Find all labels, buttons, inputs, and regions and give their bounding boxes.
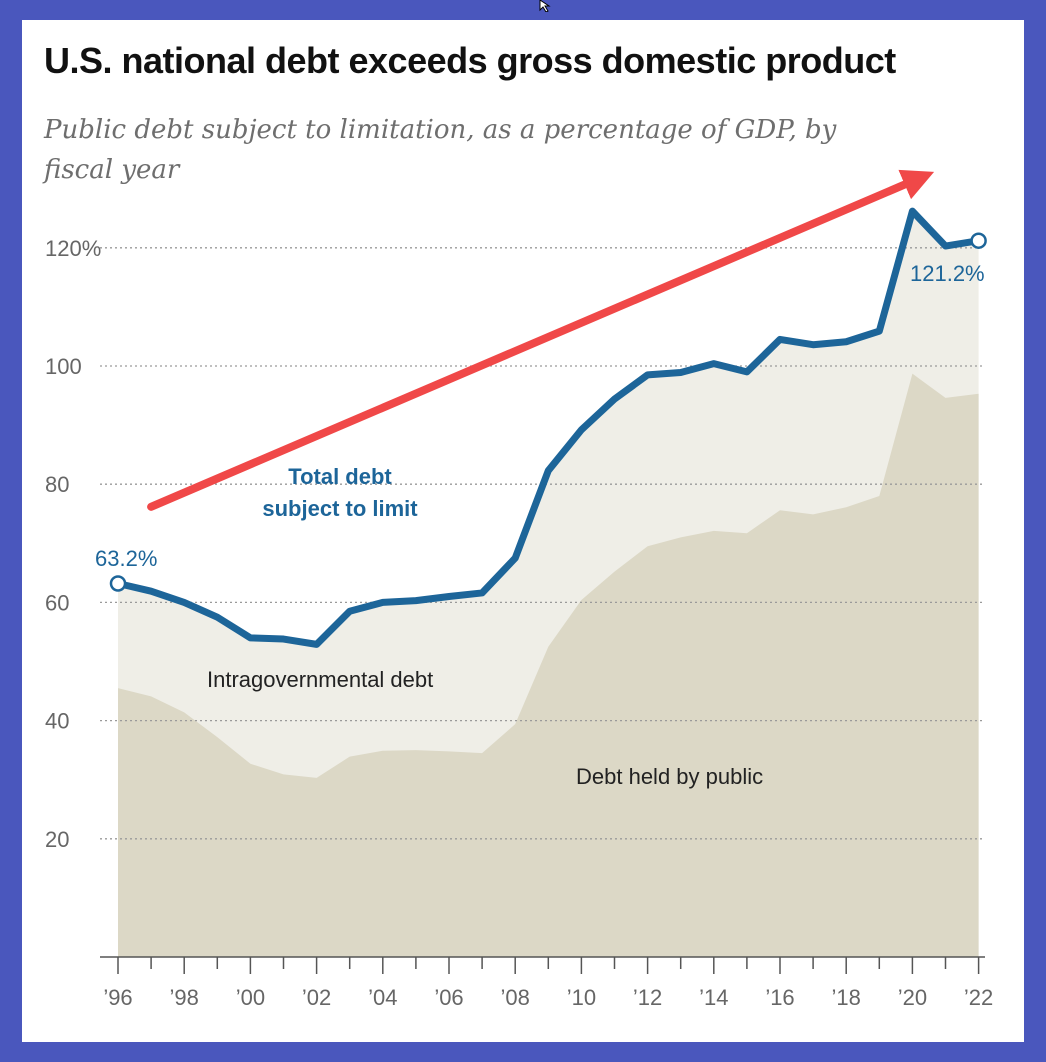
y-tick-label: 40 (45, 709, 69, 734)
x-tick-label: ’98 (170, 985, 199, 1010)
x-tick-label: ’20 (898, 985, 927, 1010)
y-tick-label: 80 (45, 472, 69, 497)
x-tick-label: ’14 (699, 985, 728, 1010)
x-tick-label: ’18 (832, 985, 861, 1010)
y-tick-label: 60 (45, 590, 69, 615)
trend-arrow (147, 169, 935, 511)
y-tick-label: 100 (45, 354, 82, 379)
y-tick-label: 20 (45, 827, 69, 852)
total-debt-line (114, 207, 983, 648)
x-tick-label: ’04 (368, 985, 397, 1010)
start-point-marker (109, 575, 127, 592)
start-value-label: 63.2% (95, 546, 157, 571)
x-tick-label: ’10 (567, 985, 596, 1010)
x-tick-label: ’22 (964, 985, 993, 1010)
x-tick-label: ’00 (236, 985, 265, 1010)
chart-title: U.S. national debt exceeds gross domesti… (44, 40, 896, 81)
series-label-total-line2: subject to limit (262, 496, 418, 521)
x-tick-label: ’16 (765, 985, 794, 1010)
public-debt-area (118, 373, 979, 958)
end-point-marker (970, 232, 987, 249)
x-tick-label: ’08 (501, 985, 530, 1010)
series-label-intragovernmental: Intragovernmental debt (207, 667, 433, 692)
series-label-public: Debt held by public (576, 764, 763, 789)
chart-subtitle: Public debt subject to limitation, as a … (44, 115, 837, 185)
end-value-label: 121.2% (910, 261, 985, 286)
y-tick-label: 120% (45, 236, 101, 261)
x-tick-label: ’12 (633, 985, 662, 1010)
mouse-pointer-icon (539, 0, 551, 12)
x-tick-label: ’96 (103, 985, 132, 1010)
x-tick-label: ’06 (434, 985, 463, 1010)
series-label-total-line1: Total debt (288, 464, 392, 489)
x-tick-label: ’02 (302, 985, 331, 1010)
